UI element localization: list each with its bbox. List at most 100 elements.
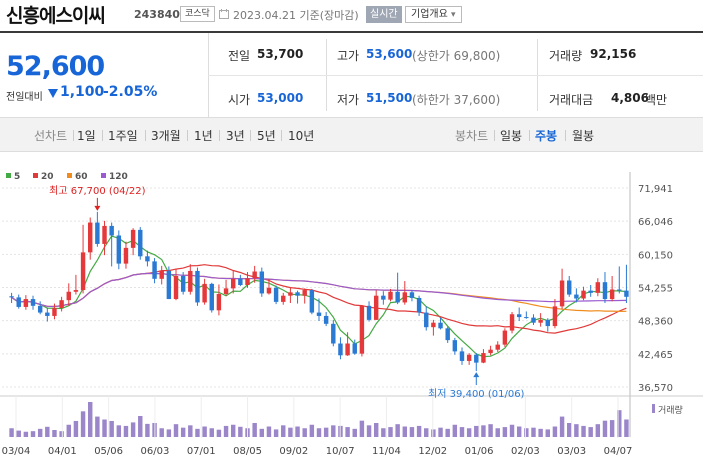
volume-bar (102, 419, 107, 437)
volume-bar (602, 420, 608, 437)
volume-bar (223, 425, 229, 437)
candle-body (281, 295, 286, 302)
x-tick-label: 12/02 (418, 446, 447, 457)
candle-body (202, 283, 207, 303)
volume-bar (130, 422, 136, 437)
tab-separator (102, 130, 103, 141)
volume-bar (574, 424, 579, 437)
low-label: 저가 (337, 93, 360, 107)
tab-separator (145, 130, 146, 141)
low-arrow-head (473, 372, 480, 378)
volume-bar (502, 427, 508, 437)
volume-bar (45, 426, 50, 437)
candle-body (95, 222, 100, 244)
volume-bar (474, 425, 479, 437)
x-tick-label: 11/04 (372, 446, 401, 457)
price-chart[interactable]: 71,941 66,046 60,150 54,255 48,360 42,465 36,5… (0, 152, 703, 463)
candle-body (209, 283, 214, 311)
candle-body (166, 270, 172, 300)
candle-body (359, 305, 365, 354)
volume-bar (345, 427, 350, 437)
legend-swatch (101, 173, 106, 178)
candle-body (538, 319, 543, 323)
tab-line-1y[interactable]: 1년 (194, 129, 213, 143)
volume-bar (95, 416, 100, 437)
header-divider (0, 31, 703, 33)
candle-body (438, 322, 443, 329)
tab-candle-daily[interactable]: 일봉 (500, 129, 523, 143)
volume-bar (373, 423, 379, 437)
tab-line-1d[interactable]: 1일 (77, 129, 96, 143)
volume-legend-swatch (652, 404, 655, 413)
candle-body (173, 275, 179, 300)
candle-body (459, 351, 465, 361)
tab-candle-monthly[interactable]: 월봉 (572, 129, 595, 143)
candle-body (195, 270, 200, 303)
candle-body (273, 287, 279, 302)
volume-bar (609, 420, 615, 437)
candle-body (617, 289, 622, 291)
volume-bar (216, 429, 222, 437)
volume-bar (9, 428, 14, 437)
volume-label: 거래량 (549, 49, 583, 63)
volume-bar (381, 428, 386, 437)
candle-body (80, 252, 86, 291)
x-tick-label: 04/01 (48, 446, 77, 457)
upper-limit: (상한가 69,800) (412, 49, 501, 63)
candle-body (9, 296, 14, 298)
candle-body (474, 354, 479, 363)
volume-bar (180, 427, 186, 437)
volume-bar (252, 423, 257, 437)
tab-candle-weekly[interactable]: 주봉 (535, 129, 558, 143)
company-overview-button[interactable]: 기업개요 ▾ (405, 6, 462, 23)
candle-body (109, 225, 114, 236)
overview-label: 기업개요 (411, 9, 448, 20)
legend-label-20: 20 (41, 172, 54, 182)
volume-bar (466, 428, 472, 437)
diff-label: 전일대비 (6, 92, 43, 103)
candle-body (30, 299, 36, 306)
volume-bar (524, 428, 529, 437)
volume-bar (588, 427, 593, 437)
volume-bar (88, 402, 93, 437)
volume-bar (66, 424, 71, 437)
tab-line-1w[interactable]: 1주일 (108, 129, 138, 143)
volume-bar (509, 424, 515, 437)
candle-body (73, 290, 79, 292)
volume-bar (302, 428, 307, 437)
volume-bar (273, 429, 279, 437)
volume-bar (259, 428, 265, 437)
tab-line-3y[interactable]: 3년 (226, 129, 245, 143)
candlestick-chart[interactable]: 71,941 66,046 60,150 54,255 48,360 42,465 36,5… (0, 152, 703, 463)
volume-bar (288, 427, 293, 437)
current-price: 52,600 (6, 51, 105, 82)
volume-bar (323, 427, 329, 437)
candle-body (331, 323, 336, 344)
volume-value: 92,156 (590, 47, 637, 61)
candle-body (123, 247, 129, 264)
volume-bar (366, 425, 372, 437)
realtime-button[interactable]: 실시간 (366, 6, 402, 23)
high-annotation: 최고 67,700 (04/22) (49, 185, 145, 197)
volume-bar (395, 424, 400, 437)
volume-bar (123, 425, 129, 437)
volume-bar (416, 425, 422, 437)
legend-label-60: 60 (75, 172, 88, 182)
candle-body (381, 295, 386, 300)
candle-body (516, 314, 522, 318)
volume-bar (438, 427, 443, 437)
tab-line-10y[interactable]: 10년 (288, 129, 315, 143)
tab-line-3m[interactable]: 3개월 (151, 129, 181, 143)
candle-body (345, 343, 350, 356)
volume-bar (431, 429, 436, 437)
candle-body (52, 308, 57, 316)
tab-line-5y[interactable]: 5년 (257, 129, 276, 143)
tab-separator (250, 130, 251, 141)
volume-bar (531, 427, 536, 437)
candle-body (238, 278, 243, 285)
volume-bar (145, 423, 150, 437)
y-tick-label: 48,360 (638, 317, 673, 328)
volume-bar (424, 428, 429, 437)
y-tick-label: 60,150 (638, 250, 673, 261)
candle-body (502, 330, 508, 345)
